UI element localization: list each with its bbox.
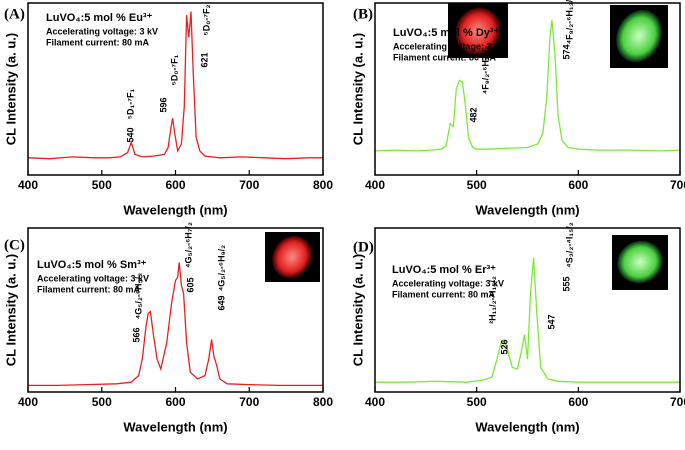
inset-image (448, 3, 508, 58)
legend-text: Filament current: 80 mA (37, 284, 141, 294)
x-axis-label: Wavelength (nm) (475, 419, 579, 434)
inset-image (610, 5, 668, 68)
x-axis-label: Wavelength (nm) (475, 202, 579, 217)
peak-label: ⁴S₃/₂-⁴I₁₅/₂ (564, 222, 574, 267)
x-tick-label: 400 (18, 178, 38, 192)
peak-label: 566 (131, 327, 141, 342)
peak-label: 621 (199, 52, 209, 67)
x-axis-label: Wavelength (nm) (123, 419, 227, 434)
x-tick-label: 700 (239, 395, 259, 409)
x-tick-label: 600 (568, 395, 588, 409)
inset-image (265, 232, 320, 282)
legend-text: Accelerating voltage: 3 kV (37, 273, 149, 283)
legend-text: Accelerating voltage: 3 kV (392, 278, 504, 288)
legend-text: LuVO₄:5 mol % Sm³⁺ (37, 259, 147, 271)
x-tick-label: 500 (467, 178, 487, 192)
x-tick-label: 600 (165, 395, 185, 409)
legend-text: Filament current: 80 mA (393, 52, 497, 62)
peak-label: 574 (561, 44, 571, 59)
x-tick-label: 700 (670, 395, 685, 409)
peak-label: ⁴G₅/₂-⁶H₇/₂ (183, 222, 193, 268)
x-tick-label: 800 (313, 395, 333, 409)
peak-label: ⁴F₉/₂-⁶H₁₃/₂ (564, 0, 574, 44)
panel-label: (A) (4, 6, 25, 22)
legend-text: LuVO₄:5 mol % Eu³⁺ (46, 12, 153, 24)
x-tick-label: 600 (568, 178, 588, 192)
peak-label: 605 (185, 277, 195, 292)
x-tick-label: 400 (365, 395, 385, 409)
inset-image (612, 235, 668, 290)
spectrum-line (374, 20, 681, 152)
y-axis-label: CL Intensity (a. u.) (3, 33, 18, 145)
peak-label: 547 (546, 314, 556, 329)
x-tick-label: 400 (365, 178, 385, 192)
legend-text: Accelerating voltage: 3 kV (393, 41, 505, 51)
spectrum-line (375, 257, 680, 383)
legend-text: Filament current: 80 mA (392, 289, 496, 299)
peak-label: 482 (468, 107, 478, 122)
spectrum-line (28, 262, 323, 387)
panel-label: (B) (353, 6, 373, 22)
peak-label: ⁵D₁-⁷F₁ (125, 89, 135, 120)
x-tick-label: 500 (92, 178, 112, 192)
peak-label: 596 (158, 97, 168, 112)
x-tick-label: 500 (92, 395, 112, 409)
peak-label: ⁴G₅/₂-⁶H₉/₂ (216, 245, 226, 291)
plot-frame (374, 2, 681, 176)
panel-label: (D) (353, 239, 374, 255)
y-axis-label: CL Intensity (a. u.) (350, 254, 365, 366)
peak-label: ⁵D₀-⁷F₁ (169, 54, 179, 85)
peak-label: 526 (499, 339, 509, 354)
peak-label: ⁴G₅/₂-⁶H₅/₂ (133, 273, 143, 319)
plot-frame (374, 227, 681, 393)
legend-text: Filament current: 80 mA (46, 37, 150, 47)
x-tick-label: 400 (18, 395, 38, 409)
legend-text: Accelerating voltage: 3 kV (46, 26, 158, 36)
x-tick-label: 600 (165, 178, 185, 192)
x-tick-label: 700 (670, 178, 685, 192)
legend-text: LuVO₄:5 mol % Dy³⁺ (393, 27, 500, 39)
y-axis-label: CL Intensity (a. u.) (3, 254, 18, 366)
x-tick-label: 500 (467, 395, 487, 409)
y-axis-label: CL Intensity (a. u.) (350, 33, 365, 145)
peak-label: ²H₁₁/₂-⁴I₁₅/₂ (487, 276, 497, 324)
peak-label: ⁴F₉/₂-⁶H₁₅/₂ (480, 46, 490, 95)
peak-label: 649 (216, 295, 226, 310)
peak-label: 540 (125, 127, 135, 142)
panel-label: (C) (4, 237, 25, 253)
peak-label: ⁵D₀-⁷F₂ (201, 5, 211, 36)
x-tick-label: 700 (239, 178, 259, 192)
legend-text: LuVO₄:5 mol % Er³⁺ (392, 264, 496, 276)
spectrum-line (27, 11, 323, 160)
x-axis-label: Wavelength (nm) (123, 202, 227, 217)
x-tick-label: 800 (313, 178, 333, 192)
peak-label: 555 (561, 276, 571, 291)
